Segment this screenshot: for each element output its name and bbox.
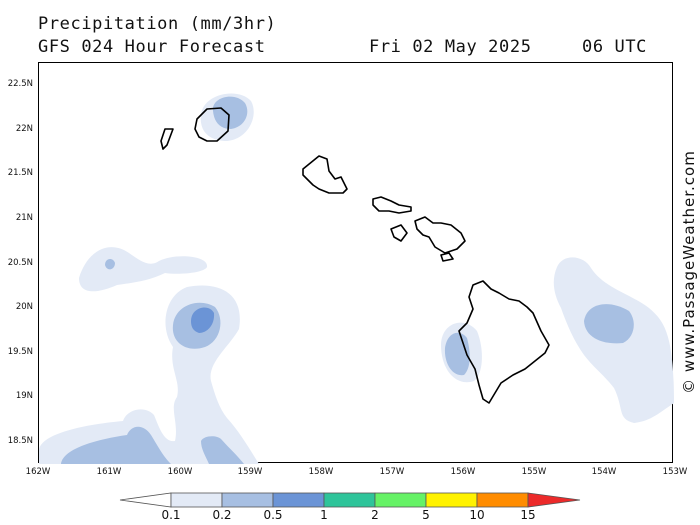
coastline-maui xyxy=(414,216,466,254)
precip-area-niihau-core xyxy=(105,259,115,270)
lon-tick-label: 154W xyxy=(591,467,617,477)
colorbar-label: 15 xyxy=(520,508,536,522)
precipitation-map xyxy=(39,93,674,464)
precip-area-east-core xyxy=(584,304,634,344)
lon-tick-label: 153W xyxy=(662,467,688,477)
coastline-kahoolawe xyxy=(440,252,454,262)
colorbar-arrow-high xyxy=(527,492,581,508)
lon-tick-label: 156W xyxy=(450,467,476,477)
forecast-subtitle: GFS 024 Hour Forecast xyxy=(38,37,266,57)
lon-tick-label: 160W xyxy=(167,467,193,477)
precip-area-southwest-core-2 xyxy=(201,436,244,464)
precip-shading-heavy xyxy=(191,307,215,333)
coastline-big-island xyxy=(458,280,550,404)
lat-tick-label: 21N xyxy=(15,213,33,223)
colorbar-segment xyxy=(425,492,478,508)
lon-tick-label: 159W xyxy=(237,467,263,477)
lat-tick-label: 18.5N xyxy=(7,436,33,446)
colorbar-segment xyxy=(170,492,223,508)
forecast-date: Fri 02 May 2025 xyxy=(369,37,532,57)
coastline-lanai xyxy=(390,224,408,242)
coastline-niihau xyxy=(160,128,174,150)
colorbar-label: 1 xyxy=(320,508,328,522)
colorbar xyxy=(119,492,581,508)
forecast-time: 06 UTC xyxy=(582,37,648,57)
coastline-oahu xyxy=(302,155,348,194)
precip-area-southwest-core xyxy=(61,426,171,464)
lon-tick-label: 155W xyxy=(521,467,547,477)
coastline-kauai xyxy=(194,107,230,142)
lon-tick-label: 162W xyxy=(25,467,51,477)
colorbar-segment xyxy=(323,492,376,508)
colorbar-label: 0.2 xyxy=(212,508,232,522)
precip-area-kaula-peak xyxy=(191,307,215,333)
lat-tick-label: 22N xyxy=(15,124,33,134)
colorbar-segment xyxy=(476,492,529,508)
colorbar-label: 0.1 xyxy=(161,508,181,522)
lat-tick-label: 22.5N xyxy=(7,79,33,89)
lat-tick-label: 20N xyxy=(15,302,33,312)
colorbar-segment xyxy=(272,492,325,508)
precip-area-kauai-core xyxy=(212,96,248,129)
colorbar-label: 2 xyxy=(371,508,379,522)
lon-tick-label: 157W xyxy=(379,467,405,477)
colorbar-label: 10 xyxy=(469,508,485,522)
lon-tick-label: 158W xyxy=(308,467,334,477)
colorbar-arrow-low xyxy=(119,492,172,508)
colorbar-label: 5 xyxy=(422,508,430,522)
lat-tick-label: 21.5N xyxy=(7,168,33,178)
precip-area-niihau-west xyxy=(79,247,208,292)
map-title: Precipitation (mm/3hr) xyxy=(38,14,277,34)
watermark-text: © www.PassageWeather.com xyxy=(680,150,698,394)
map-panel xyxy=(38,62,674,464)
lat-tick-label: 19.5N xyxy=(7,347,33,357)
colorbar-segment xyxy=(374,492,427,508)
colorbar-label: 0.5 xyxy=(263,508,283,522)
lat-tick-label: 19N xyxy=(15,391,33,401)
coastlines xyxy=(160,107,550,404)
lat-tick-label: 20.5N xyxy=(7,258,33,268)
precip-shading-light xyxy=(39,93,674,464)
coastline-molokai xyxy=(372,196,412,214)
lon-tick-label: 161W xyxy=(96,467,122,477)
colorbar-segment xyxy=(221,492,274,508)
precip-shading-medium xyxy=(61,96,634,464)
